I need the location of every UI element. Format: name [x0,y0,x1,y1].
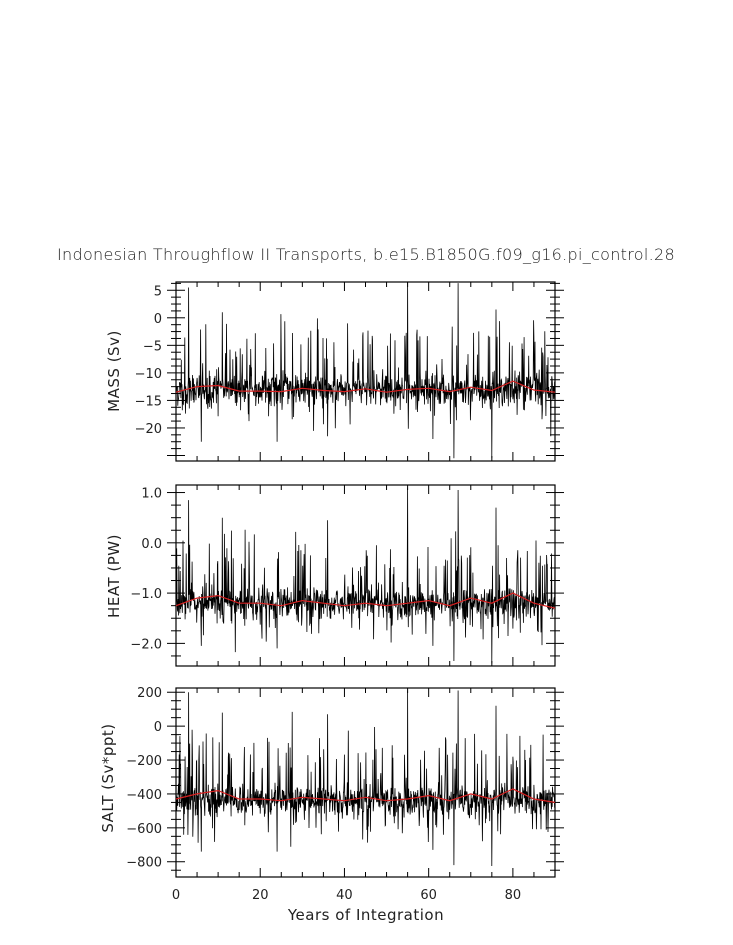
panel-mass: MASS (Sv) 5 0 −5 −10 −15 −20 [105,281,564,462]
y-tick-label: 5 [154,284,162,299]
running-mean-line [175,380,556,393]
monthly-series-line [175,281,556,459]
monthly-series-line [175,487,556,664]
y-tick-label: −200 [126,754,162,769]
y-tick-label: −2.0 [130,637,162,652]
ylabel-salt: SALT (Sv*ppt) [99,723,117,832]
panel-heat: HEAT (PW) 1.0 0.0 −1.0 −2.0 [105,484,564,667]
y-tick-label: 0.0 [141,537,162,552]
ylabel-mass: MASS (Sv) [105,330,123,412]
y-tick-label: 0 [154,720,162,735]
monthly-series-line [175,690,556,867]
figure-title: Indonesian Throughflow II Transports, b.… [57,245,675,264]
running-mean-line [175,592,556,609]
y-tick-label: 0 [154,312,162,327]
y-tick-label: 200 [137,686,162,701]
running-mean-line [175,788,556,803]
ylabel-heat: HEAT (PW) [105,534,123,618]
y-tick-label: −10 [135,367,162,382]
y-tick-label: −1.0 [130,587,162,602]
panel-salt: SALT (Sv*ppt) 0 20 40 60 80 200 0 −200 −400 −600 −… [99,686,564,903]
y-tick-label: −15 [135,394,162,409]
y-tick-label: −20 [135,422,162,437]
y-tick-label: −5 [143,339,162,354]
x-tick-label: 80 [505,888,522,903]
x-tick-label: 60 [420,888,437,903]
x-tick-label: 20 [252,888,269,903]
x-tick-label: 0 [172,888,180,903]
y-tick-label: −400 [126,788,162,803]
x-axis-label: Years of Integration [287,906,444,924]
y-tick-label: −600 [126,822,162,837]
y-tick-label: 1.0 [141,487,162,502]
x-tick-label: 40 [336,888,353,903]
y-tick-label: −800 [126,856,162,871]
